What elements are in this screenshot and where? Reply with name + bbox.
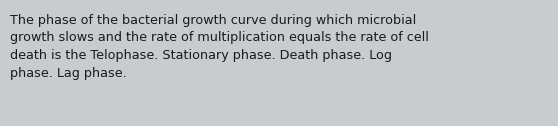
Text: The phase of the bacterial growth curve during which microbial
growth slows and : The phase of the bacterial growth curve …: [10, 14, 429, 80]
